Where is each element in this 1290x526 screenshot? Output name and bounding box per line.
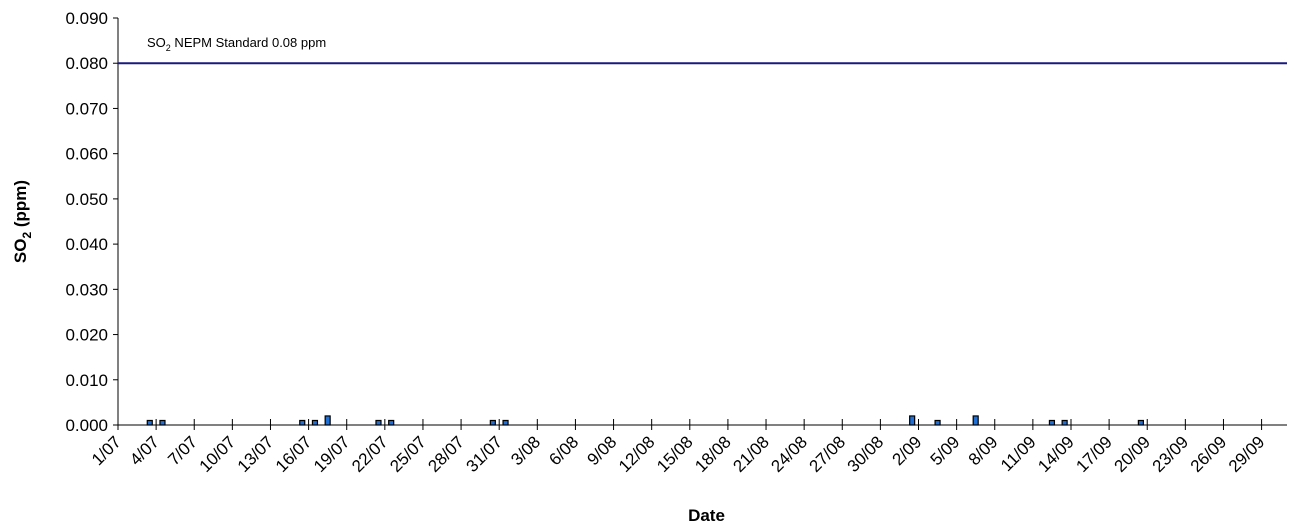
x-tick-label: 28/07 (424, 432, 468, 476)
y-tick-label: 0.040 (65, 235, 108, 254)
x-tick-label: 30/08 (844, 432, 888, 476)
x-tick-label: 3/08 (507, 432, 544, 469)
bar (1048, 419, 1056, 426)
x-tick-label: 1/07 (88, 432, 125, 469)
x-tick-label: 8/09 (965, 432, 1002, 469)
x-tick-label: 27/08 (806, 432, 850, 476)
y-title-main: SO (11, 239, 30, 264)
x-tick-label: 22/07 (348, 432, 392, 476)
x-tick-label: 11/09 (997, 432, 1040, 475)
x-tick-label: 15/08 (653, 432, 697, 476)
x-tick-label: 26/09 (1187, 432, 1231, 476)
x-tick-label: 23/09 (1149, 432, 1193, 476)
bar (324, 415, 331, 426)
nepm-label-tail: NEPM Standard 0.08 ppm (171, 35, 326, 50)
bar-series (146, 415, 1144, 426)
x-tick-label: 5/09 (927, 432, 964, 469)
nepm-label-so: SO (147, 35, 166, 50)
x-tick-label: 12/08 (615, 432, 659, 476)
x-tick-label: 24/08 (767, 432, 811, 476)
y-tick-label: 0.090 (65, 9, 108, 28)
bar (1137, 419, 1144, 426)
bar (375, 419, 382, 426)
bar (934, 419, 941, 426)
y-tick-label: 0.070 (65, 99, 108, 118)
bar (388, 419, 395, 426)
y-tick-label: 0.010 (65, 371, 108, 390)
bar (299, 419, 306, 426)
nepm-standard-label: SO2 NEPM Standard 0.08 ppm (147, 35, 326, 53)
x-tick-label: 21/08 (729, 432, 773, 476)
x-tick-label: 14/09 (1034, 432, 1078, 476)
x-tick-label: 25/07 (386, 432, 430, 476)
x-tick-label: 6/08 (545, 432, 582, 469)
x-tick-label: 20/09 (1111, 432, 1155, 476)
bar (909, 415, 916, 426)
x-tick-label: 4/07 (126, 432, 163, 469)
bar (502, 419, 509, 426)
x-tick-label: 19/07 (310, 432, 354, 476)
y-tick-label: 0.030 (65, 280, 108, 299)
bar (311, 419, 319, 426)
x-axis: 1/07 4/07 7/0710/0713/0716/0719/0722/0725/… (88, 419, 1287, 476)
bar (146, 419, 153, 426)
x-tick-label: 10/07 (196, 432, 240, 476)
reference-line-group: SO2 NEPM Standard 0.08 ppm (118, 35, 1287, 65)
y-tick-label: 0.050 (65, 190, 108, 209)
y-tick-label: 0.000 (65, 416, 108, 435)
bar (972, 415, 979, 426)
bar (1061, 419, 1068, 426)
x-tick-label: 31/07 (463, 432, 507, 476)
y-title-sub: 2 (20, 232, 34, 239)
x-tick-label: 13/07 (234, 432, 278, 476)
y-title-tail: (ppm) (11, 180, 30, 232)
nepm-label-sub: 2 (166, 43, 171, 53)
y-tick-label: 0.060 (65, 145, 108, 164)
x-axis-title: Date (688, 506, 725, 525)
bar (159, 419, 166, 426)
bar (489, 419, 496, 426)
x-tick-label: 29/09 (1225, 432, 1269, 476)
x-tick-label: 18/08 (691, 432, 735, 476)
x-tick-label: 17/09 (1072, 432, 1116, 476)
y-axis-title: SO2 (ppm) (11, 180, 34, 263)
y-tick-label: 0.080 (65, 54, 108, 73)
x-tick-label: 16/07 (272, 432, 316, 476)
x-tick-label: 2/09 (889, 432, 926, 469)
y-tick-label: 0.020 (65, 326, 108, 345)
y-axis: 0.000 0.010 0.020 0.030 0.040 0.050 0.060 0.070… (65, 9, 119, 435)
